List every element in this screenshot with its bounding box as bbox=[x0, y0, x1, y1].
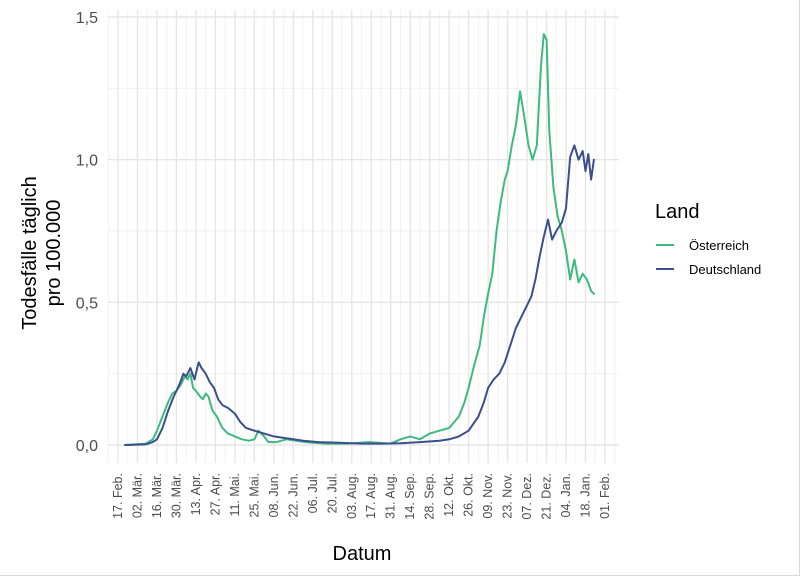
x-tick-label: 31. Aug. bbox=[384, 473, 398, 519]
x-tick-label: 08. Jun. bbox=[267, 473, 281, 517]
x-tick-label: 21. Dez. bbox=[540, 473, 554, 520]
x-tick-label: 11. Mai. bbox=[228, 473, 242, 517]
series-line-österreich bbox=[124, 33, 595, 446]
legend-label: Deutschland bbox=[689, 262, 761, 277]
minor-gridlines bbox=[107, 10, 619, 463]
y-axis-label-line2: pro 100.000 bbox=[43, 200, 65, 307]
y-tick-label: 1,0 bbox=[76, 153, 98, 170]
x-tick-label: 18. Jan. bbox=[579, 473, 593, 517]
legend-title: Land bbox=[655, 201, 700, 223]
legend: Land Österreich Deutschland bbox=[655, 201, 761, 277]
x-tick-label: 12. Okt. bbox=[442, 473, 456, 517]
x-tick-label: 20. Jul. bbox=[325, 473, 339, 513]
x-tick-label: 06. Jul. bbox=[306, 473, 320, 513]
legend-label: Österreich bbox=[689, 238, 749, 253]
series-lines bbox=[124, 33, 595, 446]
x-tick-label: 25. Mai. bbox=[247, 473, 261, 517]
x-tick-label: 26. Okt. bbox=[462, 473, 476, 517]
x-tick-label: 02. Mär. bbox=[130, 473, 144, 518]
x-tick-label: 09. Nov. bbox=[481, 473, 495, 519]
x-tick-label: 16. Mär. bbox=[150, 473, 164, 518]
x-tick-label: 03. Aug. bbox=[345, 473, 359, 519]
x-tick-label: 30. Mär. bbox=[169, 473, 183, 518]
x-tick-label: 27. Apr. bbox=[208, 473, 222, 515]
y-axis-tick-labels: 0,0 0,5 1,0 1,5 bbox=[76, 10, 98, 455]
y-tick-label: 0,5 bbox=[76, 295, 98, 312]
x-tick-label: 07. Dez. bbox=[520, 473, 534, 520]
x-tick-label: 17. Feb. bbox=[111, 473, 125, 519]
x-tick-label: 01. Feb. bbox=[598, 473, 612, 519]
y-tick-label: 1,5 bbox=[76, 10, 98, 27]
y-axis-label-line1: Todesfälle täglich bbox=[19, 176, 41, 329]
x-axis-label: Datum bbox=[333, 543, 392, 565]
y-tick-label: 0,0 bbox=[76, 438, 98, 455]
x-tick-label: 14. Sep. bbox=[403, 473, 417, 520]
x-tick-label: 22. Jun. bbox=[286, 473, 300, 517]
x-tick-label: 04. Jan. bbox=[559, 473, 573, 517]
series-line-deutschland bbox=[124, 144, 595, 446]
legend-items: Österreich Deutschland bbox=[656, 238, 761, 277]
x-tick-label: 13. Apr. bbox=[189, 473, 203, 515]
major-gridlines bbox=[108, 10, 619, 463]
x-tick-label: 17. Aug. bbox=[364, 473, 378, 519]
x-axis-tick-labels: 17. Feb. 02. Mär. 16. Mär. 30. Mär. 13. Apr.… bbox=[111, 473, 612, 520]
x-tick-label: 23. Nov. bbox=[501, 473, 515, 519]
x-tick-label: 28. Sep. bbox=[423, 473, 437, 520]
